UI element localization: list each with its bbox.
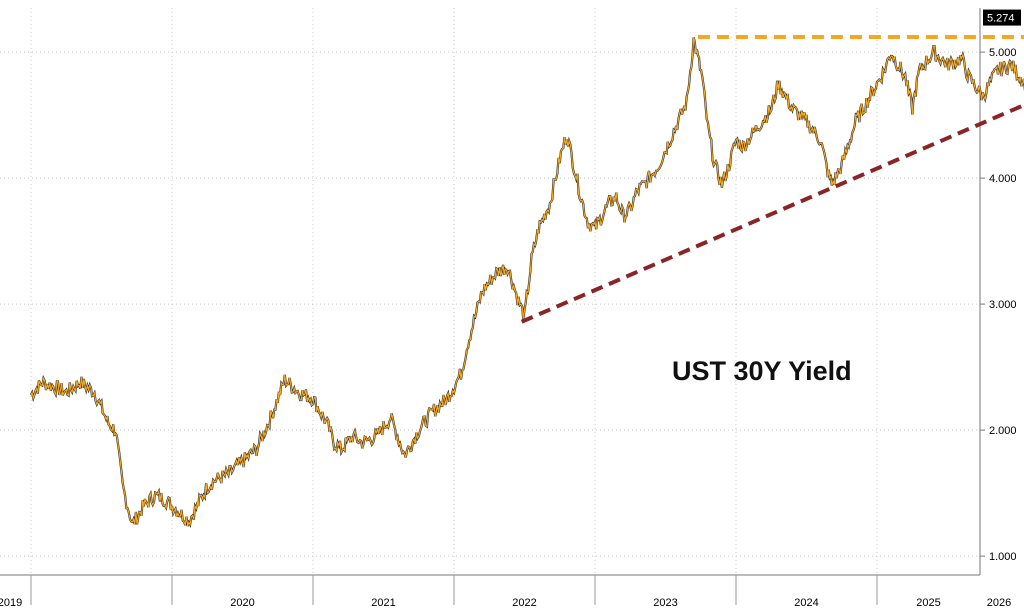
x-tick-label: 2024 <box>794 597 818 609</box>
y-tick-label: 4.000 <box>989 173 1017 185</box>
x-tick-label: 2019 <box>0 597 22 609</box>
x-tick-label: 2021 <box>371 597 395 609</box>
annotation-layer: !!!! 5.274 <box>983 9 1021 26</box>
y-tick-label: 2.000 <box>989 425 1017 437</box>
y-tick-label: 3.000 <box>989 299 1017 311</box>
trendline <box>520 102 1024 324</box>
chart-title: UST 30Y Yield <box>672 356 852 386</box>
x-tick-label: 2023 <box>653 597 677 609</box>
axis-layer: 1.000 2.000 3.000 4.000 5.000 2019 2020 2021 202… <box>0 8 1017 609</box>
trendline-layer <box>520 34 1024 324</box>
y-tick-label: 1.000 <box>989 551 1017 563</box>
y-tick-label: 5.000 <box>989 47 1017 59</box>
grid-layer <box>0 8 980 575</box>
series-layer <box>30 37 1024 529</box>
series-line <box>30 37 1024 527</box>
last-value-box <box>983 9 1021 26</box>
last-value-label: 5.274 <box>987 13 1015 25</box>
x-tick-label: 2026 <box>987 597 1011 609</box>
x-tick-label: 2025 <box>916 597 940 609</box>
x-tick-label: 2020 <box>230 597 254 609</box>
x-tick-label: 2022 <box>512 597 536 609</box>
